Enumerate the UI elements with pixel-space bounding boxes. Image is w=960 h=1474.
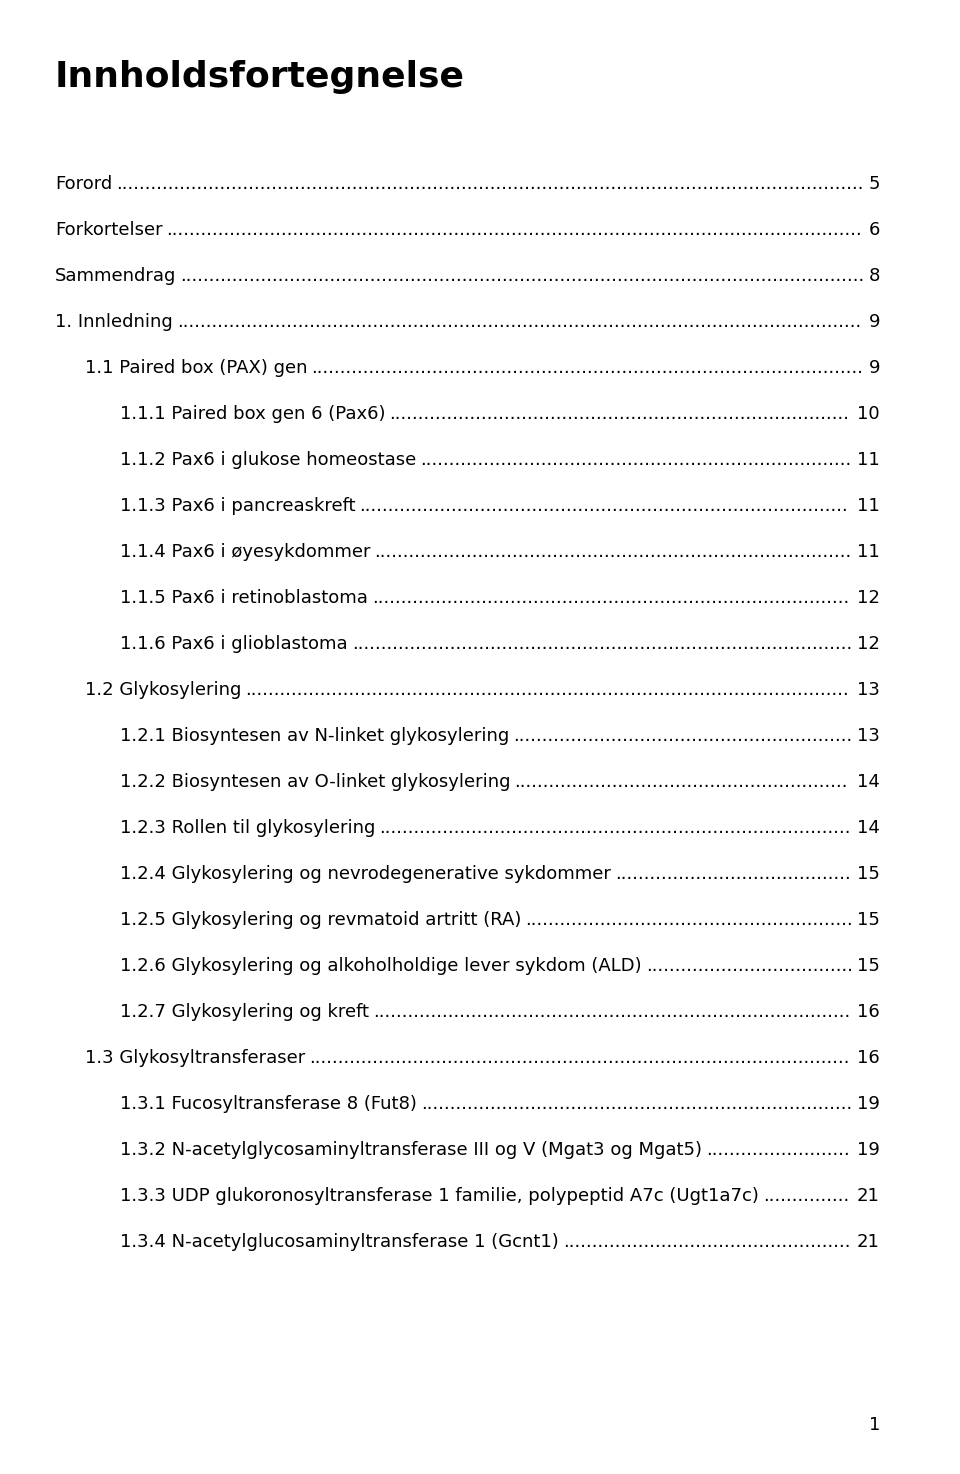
Text: 11: 11: [857, 451, 880, 469]
Text: 11: 11: [857, 497, 880, 514]
Text: 15: 15: [857, 911, 880, 929]
Text: 5: 5: [869, 175, 880, 193]
Text: ................................................................................: ........................................…: [390, 405, 850, 423]
Text: 16: 16: [857, 1049, 880, 1067]
Text: .........................: .........................: [706, 1141, 850, 1159]
Text: 13: 13: [857, 681, 880, 699]
Text: 16: 16: [857, 1002, 880, 1021]
Text: 12: 12: [857, 635, 880, 653]
Text: 1.2.6 Glykosylering og alkoholholdige lever sykdom (ALD): 1.2.6 Glykosylering og alkoholholdige le…: [120, 957, 641, 974]
Text: 21: 21: [857, 1232, 880, 1251]
Text: 1.3.2 N-acetylglycosaminyltransferase III og V (Mgat3 og Mgat5): 1.3.2 N-acetylglycosaminyltransferase II…: [120, 1141, 702, 1159]
Text: 1.1.5 Pax6 i retinoblastoma: 1.1.5 Pax6 i retinoblastoma: [120, 590, 368, 607]
Text: 1.1.4 Pax6 i øyesykdommer: 1.1.4 Pax6 i øyesykdommer: [120, 542, 371, 562]
Text: 1.2.5 Glykosylering og revmatoid artritt (RA): 1.2.5 Glykosylering og revmatoid artritt…: [120, 911, 521, 929]
Text: ................................................................................: ........................................…: [372, 590, 850, 607]
Text: ................................................................................: ........................................…: [177, 312, 861, 332]
Text: 15: 15: [857, 957, 880, 974]
Text: 19: 19: [857, 1095, 880, 1113]
Text: 1.2.4 Glykosylering og nevrodegenerative sykdommer: 1.2.4 Glykosylering og nevrodegenerative…: [120, 865, 611, 883]
Text: ................................................................................: ........................................…: [379, 820, 851, 837]
Text: 1.3 Glykosyltransferaser: 1.3 Glykosyltransferaser: [85, 1049, 305, 1067]
Text: 12: 12: [857, 590, 880, 607]
Text: 14: 14: [857, 772, 880, 792]
Text: 1.3.3 UDP glukoronosyltransferase 1 familie, polypeptid A7c (Ugt1a7c): 1.3.3 UDP glukoronosyltransferase 1 fami…: [120, 1187, 758, 1206]
Text: 1.3.1 Fucosyltransferase 8 (Fut8): 1.3.1 Fucosyltransferase 8 (Fut8): [120, 1095, 417, 1113]
Text: 1: 1: [869, 1417, 880, 1434]
Text: ................................................................................: ........................................…: [359, 497, 849, 514]
Text: ................................................................................: ........................................…: [180, 267, 865, 284]
Text: ................................................................................: ........................................…: [374, 542, 852, 562]
Text: 13: 13: [857, 727, 880, 744]
Text: 6: 6: [869, 221, 880, 239]
Text: 9: 9: [869, 312, 880, 332]
Text: 1.2.1 Biosyntesen av N-linket glykosylering: 1.2.1 Biosyntesen av N-linket glykosyler…: [120, 727, 509, 744]
Text: 1.1.1 Paired box gen 6 (Pax6): 1.1.1 Paired box gen 6 (Pax6): [120, 405, 386, 423]
Text: ...............: ...............: [763, 1187, 850, 1206]
Text: 9: 9: [869, 360, 880, 377]
Text: 10: 10: [857, 405, 880, 423]
Text: 1.2.7 Glykosylering og kreft: 1.2.7 Glykosylering og kreft: [120, 1002, 369, 1021]
Text: ...........................................................................: ........................................…: [420, 451, 852, 469]
Text: 1.1 Paired box (PAX) gen: 1.1 Paired box (PAX) gen: [85, 360, 307, 377]
Text: ................................................................................: ........................................…: [351, 635, 852, 653]
Text: 1.2 Glykosylering: 1.2 Glykosylering: [85, 681, 241, 699]
Text: ................................................................................: ........................................…: [373, 1002, 851, 1021]
Text: ...........................................................: ........................................…: [514, 727, 852, 744]
Text: 21: 21: [857, 1187, 880, 1206]
Text: .........................................: ........................................…: [614, 865, 851, 883]
Text: 11: 11: [857, 542, 880, 562]
Text: ..........................................................: ........................................…: [515, 772, 848, 792]
Text: Innholdsfortegnelse: Innholdsfortegnelse: [55, 60, 465, 94]
Text: Forkortelser: Forkortelser: [55, 221, 162, 239]
Text: ................................................................................: ........................................…: [246, 681, 850, 699]
Text: 1.2.3 Rollen til glykosylering: 1.2.3 Rollen til glykosylering: [120, 820, 375, 837]
Text: 1.2.2 Biosyntesen av O-linket glykosylering: 1.2.2 Biosyntesen av O-linket glykosyler…: [120, 772, 511, 792]
Text: Sammendrag: Sammendrag: [55, 267, 177, 284]
Text: Forord: Forord: [55, 175, 112, 193]
Text: ....................................: ....................................: [646, 957, 852, 974]
Text: 1.1.6 Pax6 i glioblastoma: 1.1.6 Pax6 i glioblastoma: [120, 635, 348, 653]
Text: 15: 15: [857, 865, 880, 883]
Text: ................................................................................: ........................................…: [116, 175, 864, 193]
Text: 1.3.4 N-acetylglucosaminyltransferase 1 (Gcnt1): 1.3.4 N-acetylglucosaminyltransferase 1 …: [120, 1232, 559, 1251]
Text: 1.1.3 Pax6 i pancreaskreft: 1.1.3 Pax6 i pancreaskreft: [120, 497, 355, 514]
Text: 1.1.2 Pax6 i glukose homeostase: 1.1.2 Pax6 i glukose homeostase: [120, 451, 417, 469]
Text: 19: 19: [857, 1141, 880, 1159]
Text: ................................................................................: ........................................…: [167, 221, 862, 239]
Text: 1. Innledning: 1. Innledning: [55, 312, 173, 332]
Text: ................................................................................: ........................................…: [309, 1049, 850, 1067]
Text: 14: 14: [857, 820, 880, 837]
Text: ...........................................................................: ........................................…: [420, 1095, 852, 1113]
Text: ..................................................: ........................................…: [563, 1232, 851, 1251]
Text: ................................................................................: ........................................…: [311, 360, 863, 377]
Text: 8: 8: [869, 267, 880, 284]
Text: .........................................................: ........................................…: [525, 911, 853, 929]
